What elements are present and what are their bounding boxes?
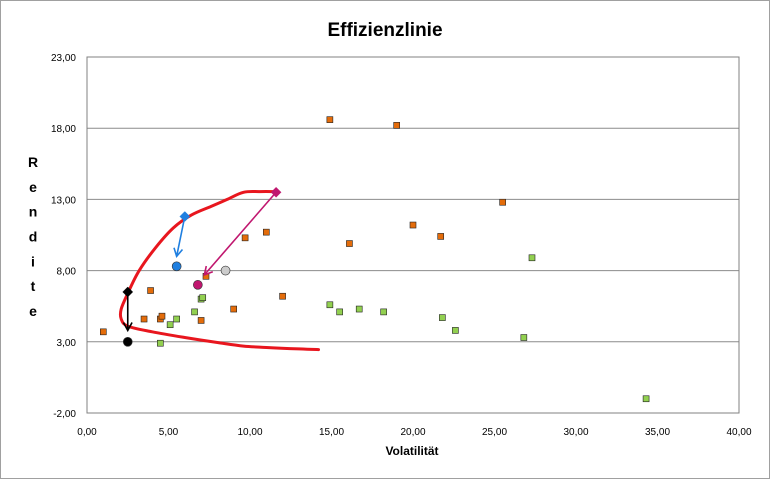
arrows xyxy=(122,191,277,333)
data-point-orange xyxy=(499,198,506,206)
data-point-green xyxy=(157,339,164,347)
data-point-orange xyxy=(100,328,107,336)
blue-arrow xyxy=(173,216,186,258)
data-point-green xyxy=(642,395,650,403)
data-point-orange xyxy=(147,287,154,294)
efficient-frontier-layer xyxy=(118,190,320,352)
data-point-green xyxy=(199,294,207,301)
data-point-orange xyxy=(409,221,417,229)
x-tick-label: 5,00 xyxy=(159,427,179,438)
x-axis-label: Volatilität xyxy=(385,444,438,458)
magenta-dot xyxy=(193,280,203,290)
black-dot xyxy=(122,336,133,347)
data-point-orange xyxy=(241,234,249,242)
data-point-green xyxy=(452,327,459,334)
data-point-orange xyxy=(158,312,166,320)
y-axis-tick-labels: -2,00 3,00 8,00 13,00 18,00 23,00 xyxy=(51,53,76,420)
x-tick-label: 35,00 xyxy=(645,427,670,438)
y-tick-label: -2,00 xyxy=(53,409,76,420)
y-tick-label: 3,00 xyxy=(57,338,77,349)
y-tick-label: 18,00 xyxy=(51,124,76,135)
data-point-green xyxy=(326,301,334,309)
y-tick-label: 8,00 xyxy=(57,267,77,278)
x-tick-label: 10,00 xyxy=(237,427,262,438)
data-point-green xyxy=(380,308,387,316)
data-point-green xyxy=(520,334,528,341)
series-orange xyxy=(100,116,506,336)
y-axis-label-letter: e xyxy=(29,303,37,319)
x-tick-label: 20,00 xyxy=(400,427,425,438)
blue-dot xyxy=(171,261,182,272)
data-point-green xyxy=(439,314,446,321)
data-point-orange xyxy=(326,116,334,123)
black-arrow xyxy=(122,291,133,333)
data-series xyxy=(100,116,650,403)
y-tick-label: 13,00 xyxy=(51,195,76,206)
data-point-green xyxy=(336,308,343,316)
data-point-orange xyxy=(197,317,205,324)
x-tick-label: 0,00 xyxy=(77,427,97,438)
x-tick-label: 40,00 xyxy=(726,427,751,438)
arrow-head xyxy=(203,265,214,277)
data-point-green xyxy=(528,254,536,262)
magenta-arrow xyxy=(203,191,277,277)
y-axis-label-letter: d xyxy=(29,229,38,245)
data-point-green xyxy=(191,308,198,316)
y-axis-label-letter: t xyxy=(31,278,36,294)
plot-area-border xyxy=(86,56,740,414)
data-point-green xyxy=(355,305,363,313)
arrow-shaft xyxy=(203,191,277,276)
x-tick-label: 30,00 xyxy=(563,427,588,438)
data-point-green xyxy=(173,315,180,323)
data-point-green xyxy=(166,321,174,329)
data-point-orange xyxy=(437,233,445,240)
data-point-orange xyxy=(140,315,148,323)
series-green xyxy=(157,254,650,403)
arrow-shaft xyxy=(175,216,186,257)
arrow-head xyxy=(173,247,184,258)
y-axis-label-letter: i xyxy=(31,253,35,269)
chart-title: Effizienzlinie xyxy=(327,20,442,41)
data-point-orange xyxy=(393,122,401,129)
efficient-frontier-curve xyxy=(118,190,320,352)
y-tick-label: 23,00 xyxy=(51,53,76,64)
x-axis-tick-labels: 0,00 5,00 10,00 15,00 20,00 25,00 30,00 35,00 40… xyxy=(77,427,752,438)
data-point-orange xyxy=(279,292,286,300)
y-axis-label-letter: R xyxy=(28,154,38,170)
grey-dot xyxy=(220,265,231,276)
arrow-head xyxy=(122,322,133,333)
y-axis-label-letter: n xyxy=(29,204,38,220)
data-point-orange xyxy=(262,228,270,236)
y-axis-label-letter: e xyxy=(29,179,37,195)
x-tick-label: 25,00 xyxy=(482,427,507,438)
x-tick-label: 15,00 xyxy=(319,427,344,438)
data-point-orange xyxy=(346,240,353,247)
data-point-orange xyxy=(230,305,237,313)
